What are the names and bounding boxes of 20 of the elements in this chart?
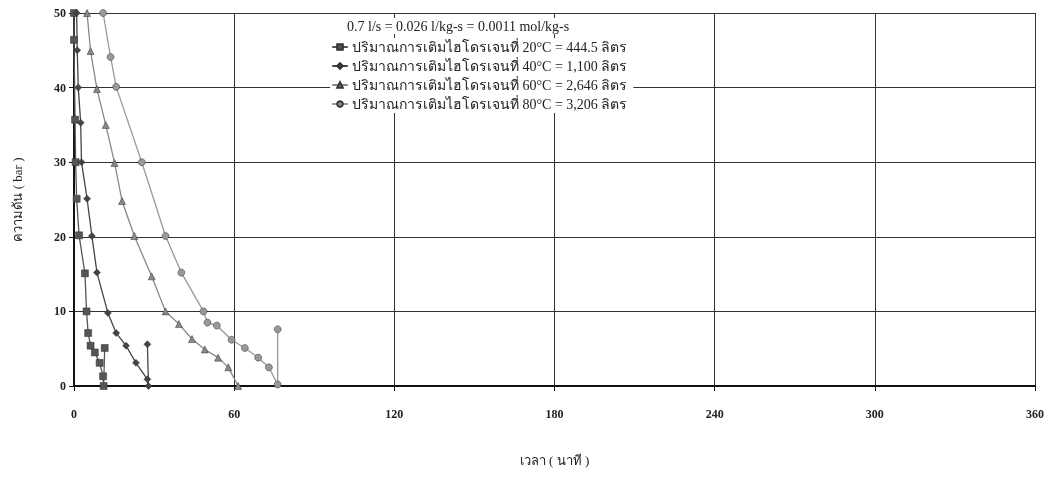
y-tick-label: 40 (54, 80, 66, 95)
y-axis-title: ความดัน ( bar ) (10, 157, 25, 242)
y-tick-label: 0 (60, 379, 66, 393)
x-tick-label: 360 (1026, 407, 1044, 421)
y-tick-label: 10 (54, 304, 66, 319)
x-tick-label: 240 (705, 407, 724, 421)
x-axis-title: เวลา ( นาที ) (519, 453, 590, 468)
x-tick-label: 180 (545, 407, 564, 421)
x-tick-label: 120 (385, 407, 404, 421)
y-tick-label: 30 (54, 155, 66, 170)
annotation: 0.7 l/s = 0.026 l/kg-s = 0.0011 mol/kg-s (347, 18, 570, 34)
legend-label: ปริมาณการเติมไฮโดรเจนที่ 20°C = 444.5 ลิตร (352, 37, 628, 55)
x-tick-label: 300 (865, 407, 884, 421)
y-tick-label: 50 (54, 6, 66, 20)
x-tick-label: 0 (71, 407, 77, 421)
x-tick-label: 60 (228, 407, 241, 421)
y-tick-label: 20 (54, 229, 66, 244)
legend-label: ปริมาณการเติมไฮโดรเจนที่ 60°C = 2,646 ลิตร (352, 75, 628, 93)
legend-label: ปริมาณการเติมไฮโดรเจนที่ 40°C = 1,100 ลิตร (352, 56, 628, 74)
legend-label: ปริมาณการเติมไฮโดรเจนที่ 80°C = 3,206 ลิตร (352, 94, 628, 112)
